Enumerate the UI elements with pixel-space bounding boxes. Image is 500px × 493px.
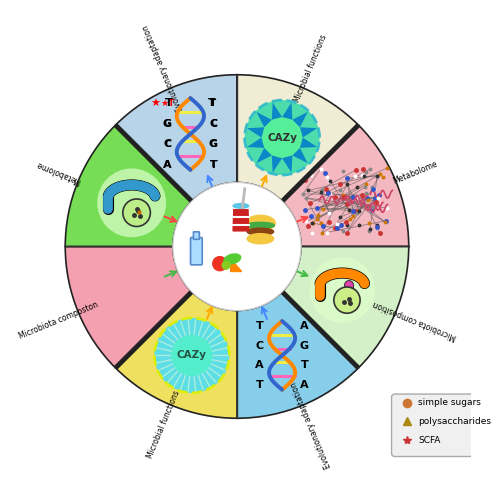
- Text: Microbial functions: Microbial functions: [292, 33, 329, 104]
- Text: C: C: [164, 139, 172, 149]
- Polygon shape: [300, 127, 317, 138]
- Text: T: T: [210, 160, 218, 170]
- Wedge shape: [282, 125, 408, 246]
- Text: C: C: [164, 140, 170, 148]
- Wedge shape: [65, 125, 192, 246]
- Circle shape: [173, 182, 301, 311]
- Text: T: T: [165, 99, 173, 108]
- Wedge shape: [65, 246, 192, 368]
- Text: Metabolome: Metabolome: [392, 159, 439, 186]
- Text: A: A: [300, 321, 309, 331]
- Circle shape: [222, 261, 230, 269]
- Text: G: G: [164, 119, 171, 129]
- Text: SCFA: SCFA: [418, 436, 440, 445]
- Text: Evolutionary adaptation: Evolutionary adaptation: [289, 380, 333, 469]
- Circle shape: [213, 257, 227, 271]
- Text: Evolutionary adaptation: Evolutionary adaptation: [142, 24, 185, 113]
- FancyBboxPatch shape: [194, 232, 200, 239]
- FancyBboxPatch shape: [392, 394, 500, 457]
- Wedge shape: [116, 75, 237, 201]
- Ellipse shape: [246, 215, 275, 231]
- Text: G: G: [163, 119, 172, 129]
- Polygon shape: [247, 138, 264, 148]
- Text: Microbial functions: Microbial functions: [145, 389, 182, 460]
- Circle shape: [173, 182, 301, 311]
- Text: T: T: [208, 99, 216, 108]
- Text: Microbiota composition: Microbiota composition: [372, 299, 458, 342]
- Text: polysaccharides: polysaccharides: [418, 417, 491, 426]
- Text: simple sugars: simple sugars: [418, 398, 481, 407]
- Circle shape: [262, 117, 302, 158]
- Wedge shape: [237, 292, 358, 418]
- Text: T: T: [210, 160, 216, 169]
- Text: T: T: [300, 360, 308, 370]
- Circle shape: [123, 199, 150, 226]
- Polygon shape: [300, 138, 317, 148]
- Polygon shape: [292, 112, 308, 127]
- Circle shape: [244, 100, 320, 175]
- Text: T: T: [256, 380, 264, 389]
- Text: A: A: [256, 360, 264, 370]
- Polygon shape: [272, 155, 282, 173]
- Polygon shape: [247, 127, 264, 138]
- Polygon shape: [256, 112, 272, 127]
- Text: C: C: [256, 341, 264, 351]
- Ellipse shape: [233, 204, 248, 208]
- Circle shape: [98, 169, 166, 237]
- Ellipse shape: [210, 260, 245, 277]
- Polygon shape: [282, 155, 292, 173]
- Wedge shape: [282, 246, 408, 368]
- Text: A: A: [300, 380, 309, 389]
- Circle shape: [310, 257, 375, 323]
- Text: Metabolome: Metabolome: [35, 159, 82, 186]
- Ellipse shape: [246, 222, 274, 229]
- Ellipse shape: [247, 228, 274, 235]
- Polygon shape: [272, 103, 282, 120]
- Text: Microbiota composton: Microbiota composton: [18, 300, 100, 341]
- Wedge shape: [237, 75, 358, 201]
- Text: T: T: [210, 99, 216, 108]
- Text: C: C: [210, 119, 216, 129]
- Polygon shape: [233, 208, 248, 231]
- Text: CAZy: CAZy: [177, 351, 207, 360]
- Circle shape: [154, 318, 230, 393]
- Polygon shape: [292, 148, 308, 163]
- Text: A: A: [164, 160, 171, 169]
- Wedge shape: [116, 292, 237, 418]
- Text: G: G: [210, 140, 217, 148]
- Circle shape: [172, 335, 212, 376]
- Text: CAZy: CAZy: [267, 133, 297, 142]
- Text: ★: ★: [150, 99, 160, 108]
- FancyBboxPatch shape: [190, 238, 202, 265]
- Ellipse shape: [247, 234, 274, 244]
- Text: G: G: [300, 341, 309, 351]
- Ellipse shape: [224, 254, 240, 264]
- Text: T: T: [256, 321, 264, 331]
- Circle shape: [334, 287, 360, 313]
- Polygon shape: [230, 259, 241, 272]
- Polygon shape: [256, 148, 272, 163]
- Text: G: G: [209, 139, 218, 149]
- Text: A: A: [163, 160, 172, 170]
- Text: ★T: ★T: [160, 99, 174, 108]
- Text: C: C: [210, 119, 218, 129]
- Polygon shape: [282, 103, 292, 120]
